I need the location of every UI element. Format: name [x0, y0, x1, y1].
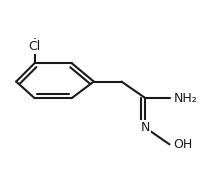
Text: Cl: Cl	[28, 40, 41, 53]
Text: OH: OH	[174, 138, 193, 151]
Text: NH₂: NH₂	[174, 92, 197, 105]
Text: N: N	[141, 121, 150, 134]
